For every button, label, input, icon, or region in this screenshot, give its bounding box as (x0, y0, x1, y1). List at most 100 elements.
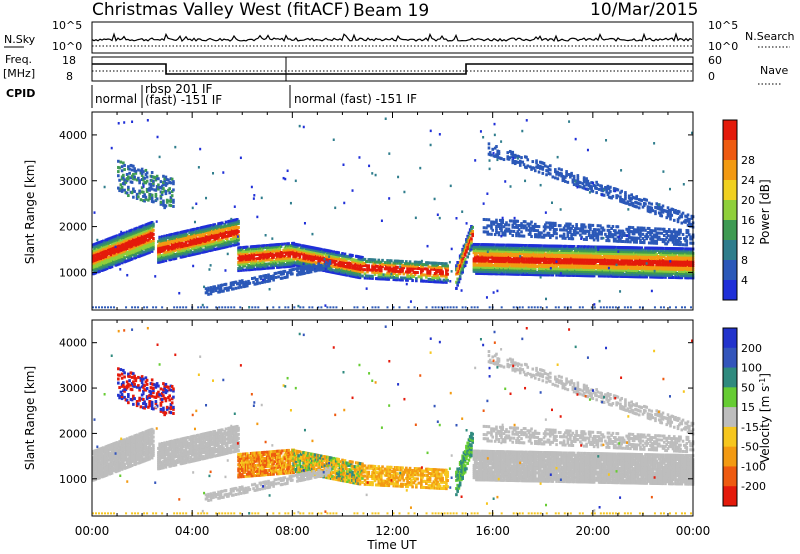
power-echo (523, 264, 527, 268)
power-echo (561, 253, 565, 257)
power-echo (152, 224, 155, 228)
power-echo (400, 276, 403, 280)
power-echo (138, 252, 141, 256)
power-echo (115, 240, 119, 244)
power-echo (438, 270, 442, 274)
power-echo (600, 266, 603, 270)
power-echo (503, 266, 507, 270)
power-echo (508, 256, 512, 260)
power-echo (157, 240, 160, 244)
power-echo (398, 270, 402, 274)
power-echo (427, 265, 431, 269)
power-echo (471, 225, 474, 229)
power-echo (436, 278, 439, 282)
power-echo (506, 253, 510, 257)
power-echo (408, 260, 412, 264)
power-echo (383, 275, 387, 279)
power-echo (604, 274, 607, 278)
power-echo (440, 266, 443, 270)
power-echo (641, 248, 645, 252)
power-echo (356, 265, 359, 269)
power-echo (542, 250, 546, 254)
power-echo (491, 263, 495, 267)
power-echo (426, 269, 429, 273)
power-echo (150, 227, 154, 231)
power-echo (277, 259, 280, 263)
power-echo (203, 233, 207, 237)
power-echo (555, 265, 558, 269)
power-echo (626, 266, 630, 270)
power-echo (521, 270, 525, 274)
power-echo (528, 252, 532, 256)
power-echo (413, 266, 417, 270)
power-echo (164, 240, 168, 244)
power-echo (102, 258, 105, 262)
power-echo (271, 264, 274, 268)
power-echo (478, 265, 482, 269)
power-echo (284, 252, 288, 256)
power-echo (367, 274, 371, 278)
power-echo (555, 273, 558, 277)
power-echo (140, 235, 144, 239)
power-echo (471, 232, 474, 236)
nave-tick-top: 60 (708, 54, 722, 67)
power-echo (386, 265, 389, 269)
power-echo (237, 256, 240, 260)
power-echo (114, 251, 118, 255)
power-echo (531, 250, 535, 254)
power-echo (149, 225, 153, 229)
power-echo (218, 242, 222, 246)
power-echo (212, 246, 215, 250)
power-echo (210, 248, 214, 252)
power-echo (278, 249, 282, 253)
power-echo (471, 234, 474, 238)
power-echo (148, 230, 151, 234)
power-echo (363, 262, 367, 266)
power-echo (525, 270, 528, 274)
power-echo (149, 242, 153, 246)
power-echo (432, 278, 436, 282)
power-echo (445, 262, 448, 266)
power-echo (329, 249, 333, 253)
power-echo (492, 243, 496, 247)
power-echo (445, 276, 448, 280)
power-echo (440, 268, 443, 272)
power-echo (443, 278, 447, 282)
power-echo (209, 228, 213, 232)
power-echo (587, 245, 591, 249)
power-echo (630, 258, 633, 262)
power-echo (542, 269, 546, 273)
power-echo (169, 257, 173, 261)
power-echo (617, 264, 621, 268)
power-echo (415, 260, 418, 264)
power-echo (533, 258, 537, 262)
power-echo (456, 283, 459, 287)
power-echo (149, 240, 153, 244)
power-echo (339, 266, 343, 270)
power-echo (122, 242, 125, 246)
power-echo (485, 255, 488, 259)
power-echo (168, 247, 171, 251)
power-echo (130, 228, 134, 232)
power-echo (496, 272, 500, 276)
power-echo (541, 252, 545, 256)
power-echo (303, 261, 307, 265)
power-echo (306, 261, 309, 265)
power-echo (502, 243, 506, 247)
power-echo (503, 264, 507, 268)
power-echo (198, 239, 202, 243)
power-echo (134, 253, 138, 257)
power-echo (237, 219, 240, 223)
frequency-panel: Freq. [MHz] 18 8 60 0 Nave (3, 53, 788, 85)
power-echo (570, 261, 573, 265)
power-echo (198, 228, 202, 232)
power-echo (592, 274, 596, 278)
power-echo (430, 265, 433, 269)
power-echo (279, 244, 283, 248)
power-echo (505, 245, 508, 249)
power-echo (341, 252, 344, 256)
power-echo (376, 268, 379, 272)
power-echo (251, 259, 254, 263)
power-echo (456, 267, 459, 271)
power-echo (445, 274, 448, 278)
